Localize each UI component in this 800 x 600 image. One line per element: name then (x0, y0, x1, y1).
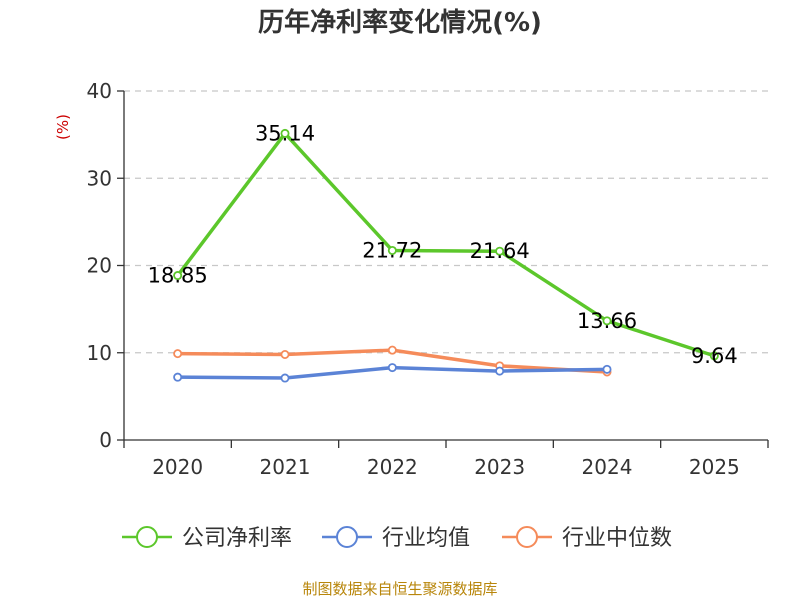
data-point (173, 349, 183, 359)
legend-marker (136, 526, 158, 548)
data-label: 21.72 (362, 238, 422, 262)
legend-marker (516, 526, 538, 548)
data-label: 9.64 (691, 344, 738, 368)
x-tick-label: 2022 (367, 455, 418, 479)
data-point (495, 246, 505, 256)
x-tick-label: 2024 (582, 455, 633, 479)
y-axis-label: (%) (54, 114, 72, 140)
data-point (495, 366, 505, 376)
legend-label: 公司净利率 (182, 526, 292, 551)
data-label: 18.85 (148, 264, 208, 288)
y-tick-label: 10 (87, 341, 112, 365)
data-point (602, 316, 612, 326)
data-point (387, 245, 397, 255)
series-line-0 (176, 131, 715, 358)
data-label: 21.64 (470, 239, 530, 263)
x-tick-label: 2023 (474, 455, 525, 479)
x-tick-label: 2021 (260, 455, 311, 479)
legend-marker (336, 526, 358, 548)
data-point (173, 271, 183, 281)
data-point (387, 363, 397, 373)
y-tick-label: 20 (87, 254, 112, 278)
data-point (280, 373, 290, 383)
legend-item-2: 行业中位数 (502, 526, 672, 551)
data-point (173, 372, 183, 382)
y-tick-label: 0 (99, 428, 112, 452)
legend-label: 行业均值 (382, 526, 470, 551)
x-tick-label: 2025 (689, 455, 740, 479)
legend-label: 行业中位数 (562, 526, 672, 551)
legend-item-0: 公司净利率 (122, 526, 292, 551)
y-tick-label: 40 (87, 79, 112, 103)
legend-item-1: 行业均值 (322, 526, 470, 551)
data-label: 35.14 (255, 121, 315, 145)
data-point (280, 128, 290, 138)
x-tick-label: 2020 (152, 455, 203, 479)
y-tick-label: 30 (87, 166, 112, 190)
data-point (280, 349, 290, 359)
data-source-note: 制图数据来自恒生聚源数据库 (302, 580, 498, 598)
chart-title: 历年净利率变化情况(%) (258, 8, 542, 38)
data-point (387, 345, 397, 355)
data-label: 13.66 (577, 309, 637, 333)
data-point (709, 351, 719, 361)
data-point (602, 364, 612, 374)
